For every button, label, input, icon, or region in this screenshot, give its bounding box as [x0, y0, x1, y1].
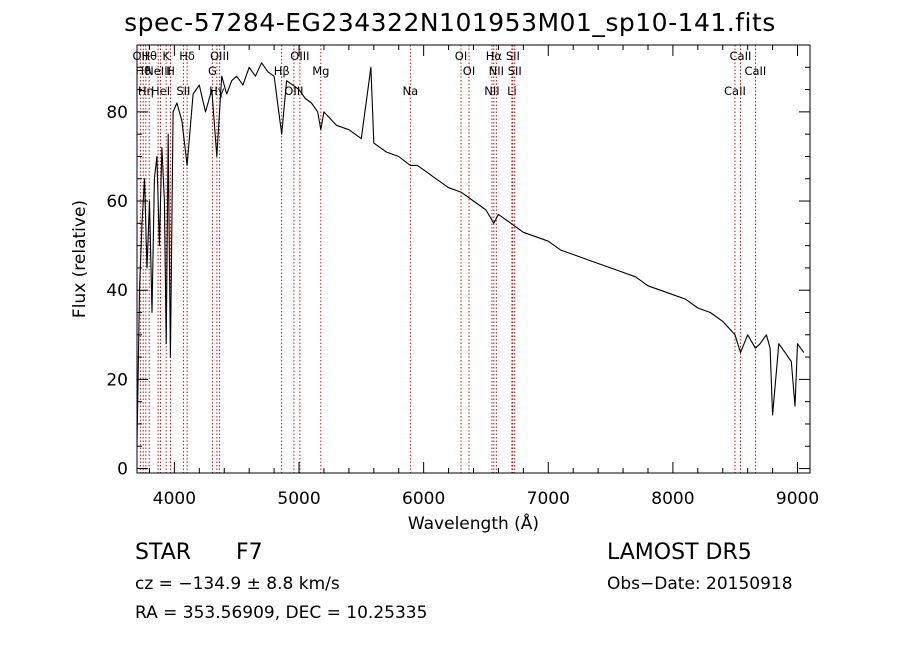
plot-frame — [136, 44, 811, 474]
x-axis-label: Wavelength (Å) — [408, 512, 539, 534]
line-label: H — [166, 64, 175, 78]
line-label: OIII — [284, 84, 303, 98]
line-label: NII — [489, 64, 504, 78]
y-tick-label: 80 — [106, 103, 128, 123]
line-label: Li — [507, 84, 517, 98]
line-label: NeIII — [145, 64, 171, 78]
line-label: Hθ — [141, 49, 157, 63]
coordinates: RA = 353.56909, DEC = 10.25335 — [135, 603, 428, 623]
x-tick-label: 8000 — [651, 489, 694, 509]
line-label: Hα — [486, 49, 503, 63]
x-tick-label: 9000 — [776, 489, 819, 509]
observation-date: Obs−Date: 20150918 — [607, 574, 793, 594]
line-label: Hβ — [274, 64, 290, 78]
line-label: CaII — [730, 49, 752, 63]
line-label: OIII — [290, 49, 309, 63]
line-label: G — [208, 64, 217, 78]
line-label: OI — [455, 49, 467, 63]
object-type: STAR — [135, 540, 192, 565]
line-label: HeI — [151, 84, 170, 98]
y-axis-label: Flux (relative) — [70, 200, 90, 318]
survey-name: LAMOST DR5 — [607, 540, 752, 565]
line-label: SII — [176, 84, 190, 98]
y-tick-label: 20 — [106, 370, 128, 390]
line-label: CaII — [744, 64, 766, 78]
line-label: OIII — [210, 49, 229, 63]
line-label: Hδ — [179, 49, 195, 63]
line-label: K — [162, 49, 170, 63]
y-tick-label: 60 — [106, 192, 128, 212]
line-label: SII — [506, 49, 520, 63]
line-label: Na — [402, 84, 418, 98]
object-subclass: F7 — [236, 540, 263, 565]
y-tick-label: 0 — [117, 460, 128, 480]
x-tick-label: 7000 — [527, 489, 570, 509]
x-tick-label: 6000 — [402, 489, 445, 509]
line-label: SII — [508, 64, 522, 78]
y-tick-label: 40 — [106, 281, 128, 301]
line-label: Hη — [138, 84, 154, 98]
line-label: OII — [132, 49, 148, 63]
x-tick-label: 4000 — [153, 489, 196, 509]
line-label: Mg — [312, 64, 329, 78]
spectrum-line — [136, 62, 805, 447]
redshift-velocity: cz = −134.9 ± 8.8 km/s — [135, 574, 340, 594]
x-tick-label: 5000 — [277, 489, 320, 509]
line-label: OI — [463, 64, 475, 78]
line-label: NII — [484, 84, 499, 98]
line-label: CaII — [724, 84, 746, 98]
chart-title: spec-57284-EG234322N101953M01_sp10-141.f… — [124, 8, 776, 37]
